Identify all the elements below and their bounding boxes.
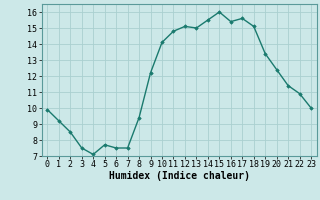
X-axis label: Humidex (Indice chaleur): Humidex (Indice chaleur) [109, 171, 250, 181]
